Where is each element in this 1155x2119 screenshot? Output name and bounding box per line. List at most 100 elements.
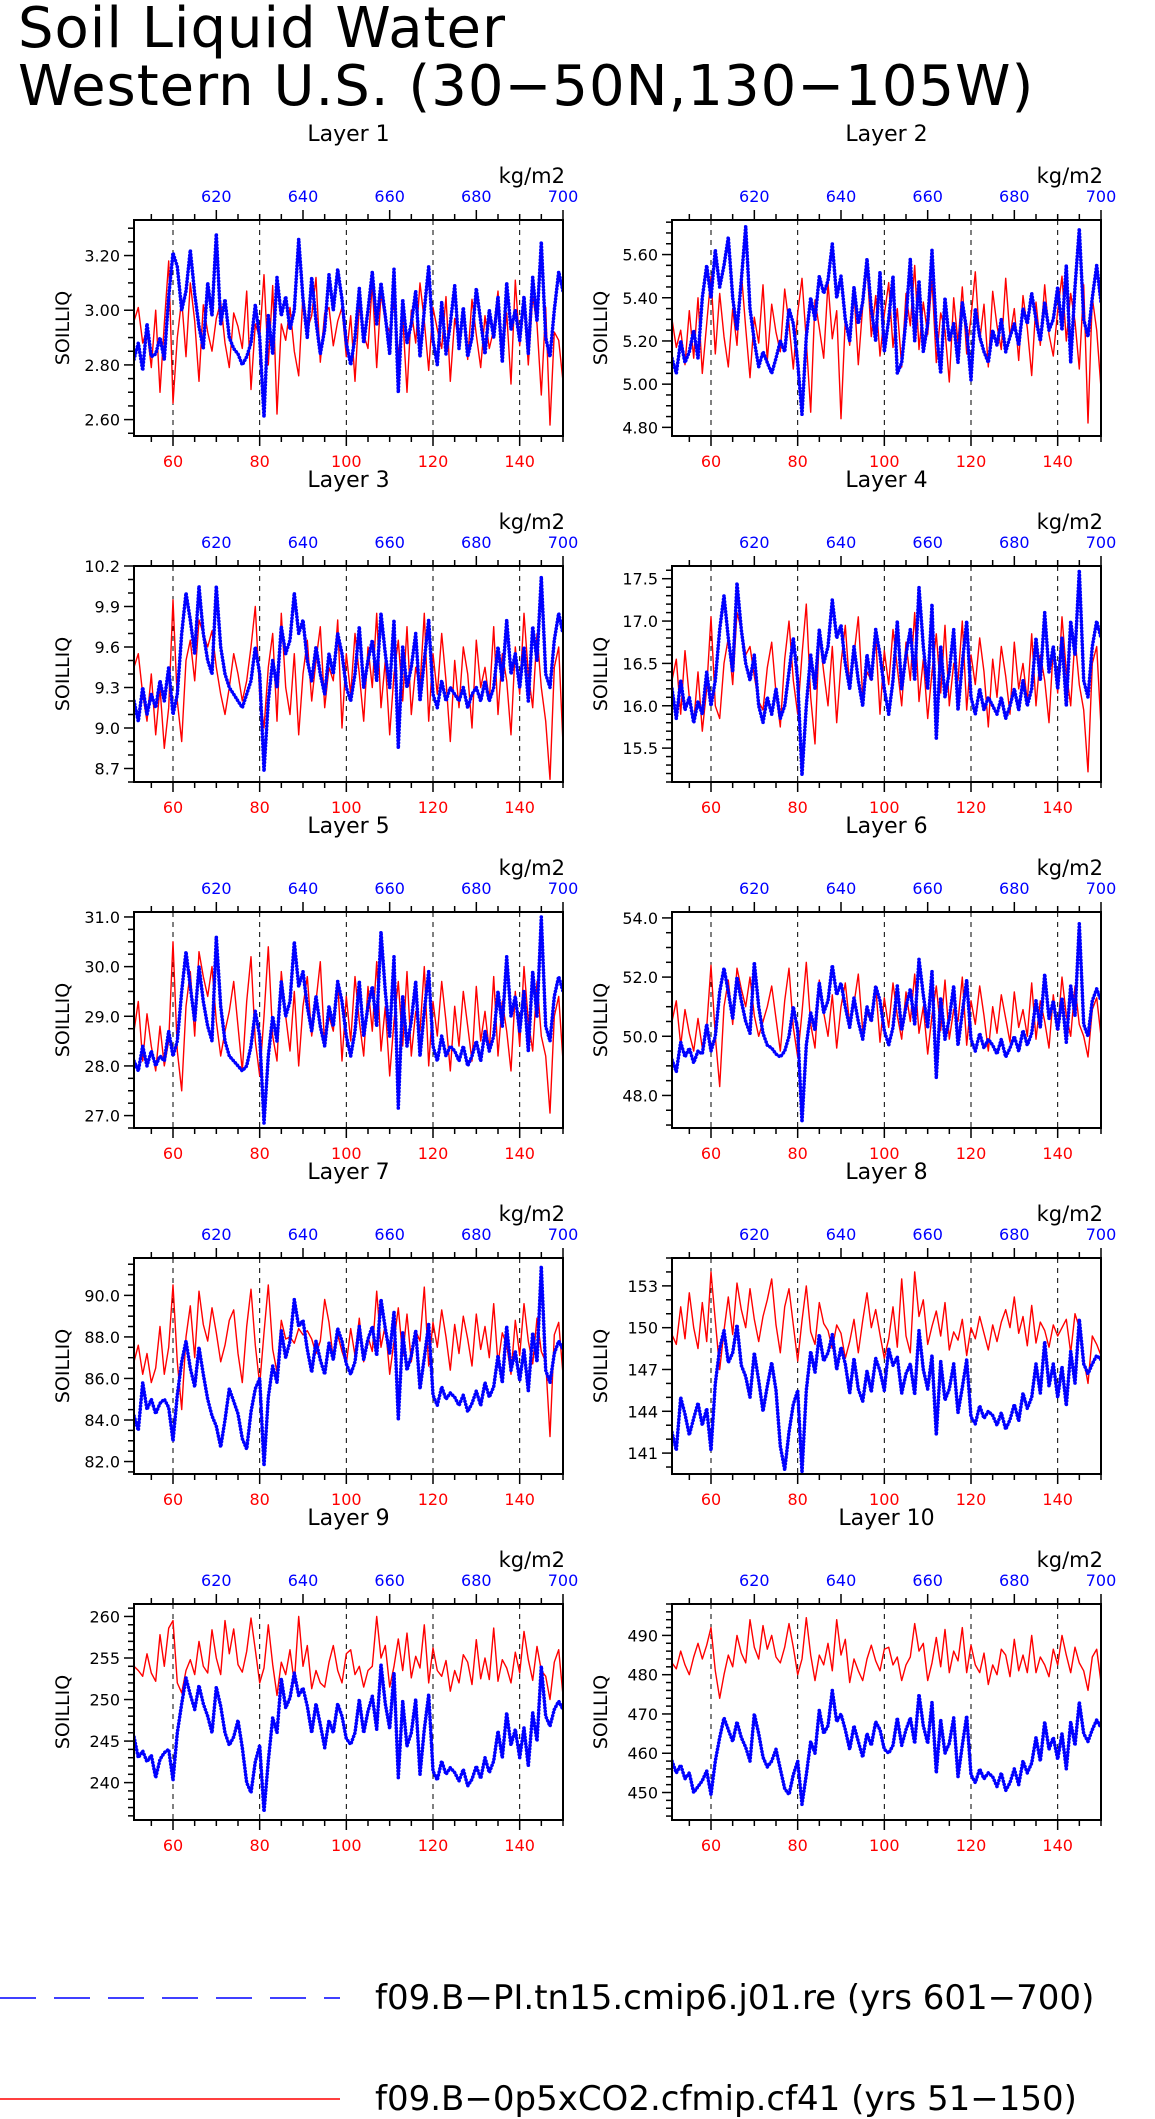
y-tick-label: 9.6 [95,638,120,657]
x-tick-label-top: 680 [999,1571,1030,1590]
plot-frame [133,1603,564,1821]
plot-frame [133,911,564,1129]
y-tick-label: 8.7 [95,760,120,779]
x-tick-label-top: 640 [288,533,319,552]
chart-panel: Layer 7 kg/m2 SOILLIQ 60 80 100 120 140 620 640 66… [52,1160,578,1509]
y-tick-label: 4.80 [622,418,658,437]
x-tick-label-bottom: 100 [869,1490,900,1509]
x-tick-label-bottom: 140 [504,452,535,471]
x-tick-label-top: 700 [548,879,579,898]
x-tick-label-top: 620 [739,533,770,552]
chart-panel: Layer 2 kg/m2 SOILLIQ 60 80 100 120 140 620 640 66… [590,122,1116,471]
y-tick-label: 90.0 [84,1286,120,1305]
x-tick-label-top: 680 [461,187,492,206]
y-tick-label: 490 [627,1626,658,1645]
y-tick-label: 5.60 [622,246,658,265]
x-tick-label-bottom: 140 [1042,1836,1073,1855]
x-tick-label-top: 640 [288,1571,319,1590]
y-tick-label: 2.80 [84,356,120,375]
x-tick-label-top: 660 [374,533,405,552]
series-line [672,224,1101,417]
x-tick-label-bottom: 120 [956,1144,987,1163]
x-tick-label-bottom: 140 [504,798,535,817]
y-tick-label: 9.9 [95,598,120,617]
x-tick-label-bottom: 60 [701,798,721,817]
y-tick-label: 470 [627,1705,658,1724]
x-tick-label-top: 700 [548,187,579,206]
series-line [672,568,1101,778]
x-tick-label-bottom: 60 [701,452,721,471]
chart-panel: Layer 9 kg/m2 SOILLIQ 60 80 100 120 140 620 640 66… [52,1506,578,1855]
y-tick-label: 9.0 [95,719,120,738]
unit-label: kg/m2 [1037,856,1103,880]
x-tick-label-bottom: 80 [787,798,807,817]
x-tick-label-bottom: 120 [418,452,449,471]
x-tick-label-top: 620 [739,187,770,206]
x-tick-label-bottom: 140 [504,1490,535,1509]
x-tick-label-top: 620 [739,1571,770,1590]
x-tick-label-bottom: 120 [418,1144,449,1163]
y-tick-label: 15.5 [622,739,658,758]
y-tick-label: 147 [627,1360,658,1379]
series-line [134,1284,563,1438]
y-tick-label: 141 [627,1444,658,1463]
x-tick-label-bottom: 80 [787,1836,807,1855]
panel-title: Layer 9 [307,1506,389,1531]
x-tick-label-top: 660 [374,879,405,898]
x-tick-label-bottom: 80 [249,1836,269,1855]
x-tick-label-top: 620 [201,1571,232,1590]
unit-label: kg/m2 [499,1202,565,1226]
y-tick-label: 28.0 [84,1057,120,1076]
x-tick-label-bottom: 60 [163,452,183,471]
x-tick-label-top: 640 [288,879,319,898]
x-tick-label-bottom: 120 [418,1490,449,1509]
panel-title: Layer 3 [307,468,389,493]
legend-swatch-red-solid [0,2098,340,2100]
y-axis-label: SOILLIQ [590,637,612,711]
series-line [672,1616,1101,1700]
panel-title: Layer 6 [845,814,927,839]
page-title: Soil Liquid Water Western U.S. (30−50N,1… [18,0,1034,116]
plot-frame [671,1603,1102,1821]
x-tick-label-bottom: 100 [869,1836,900,1855]
x-tick-label-top: 700 [1086,1571,1117,1590]
x-tick-label-bottom: 100 [869,452,900,471]
series-line [134,574,563,774]
panel-title: Layer 8 [845,1160,927,1185]
x-tick-label-bottom: 140 [1042,1490,1073,1509]
x-tick-label-bottom: 80 [249,452,269,471]
x-tick-label-top: 640 [826,533,857,552]
y-tick-label: 5.00 [622,375,658,394]
x-tick-label-bottom: 120 [956,1490,987,1509]
x-tick-label-bottom: 140 [1042,452,1073,471]
x-tick-label-bottom: 120 [418,1836,449,1855]
y-axis-label: SOILLIQ [52,1675,74,1749]
y-tick-label: 3.00 [84,301,120,320]
x-tick-label-top: 660 [374,1571,405,1590]
chart-panel: Layer 6 kg/m2 SOILLIQ 60 80 100 120 140 620 640 66… [590,814,1116,1163]
y-axis-label: SOILLIQ [590,1329,612,1403]
series-line [134,1264,563,1468]
x-tick-label-bottom: 120 [956,1836,987,1855]
unit-label: kg/m2 [1037,510,1103,534]
chart-panel: Layer 4 kg/m2 SOILLIQ 60 80 100 120 140 620 640 66… [590,468,1116,817]
y-tick-label: 16.0 [622,697,658,716]
series-line [134,941,563,1114]
x-tick-label-top: 640 [826,187,857,206]
y-tick-label: 5.20 [622,332,658,351]
y-axis-label: SOILLIQ [52,291,74,365]
x-tick-label-top: 660 [912,879,943,898]
series-line [672,1688,1101,1807]
x-tick-label-top: 680 [999,533,1030,552]
x-tick-label-top: 620 [201,879,232,898]
y-axis-label: SOILLIQ [590,1675,612,1749]
x-tick-label-top: 660 [912,533,943,552]
y-tick-label: 17.5 [622,570,658,589]
x-tick-label-bottom: 100 [331,1144,362,1163]
legend-entry-dashed-blue: f09.B−PI.tn15.cmip6.j01.re (yrs 601−700) [0,1978,1155,2018]
x-tick-label-top: 620 [201,187,232,206]
x-tick-label-top: 680 [461,1225,492,1244]
x-tick-label-bottom: 60 [701,1144,721,1163]
x-tick-label-bottom: 80 [787,452,807,471]
plot-frame [671,565,1102,783]
